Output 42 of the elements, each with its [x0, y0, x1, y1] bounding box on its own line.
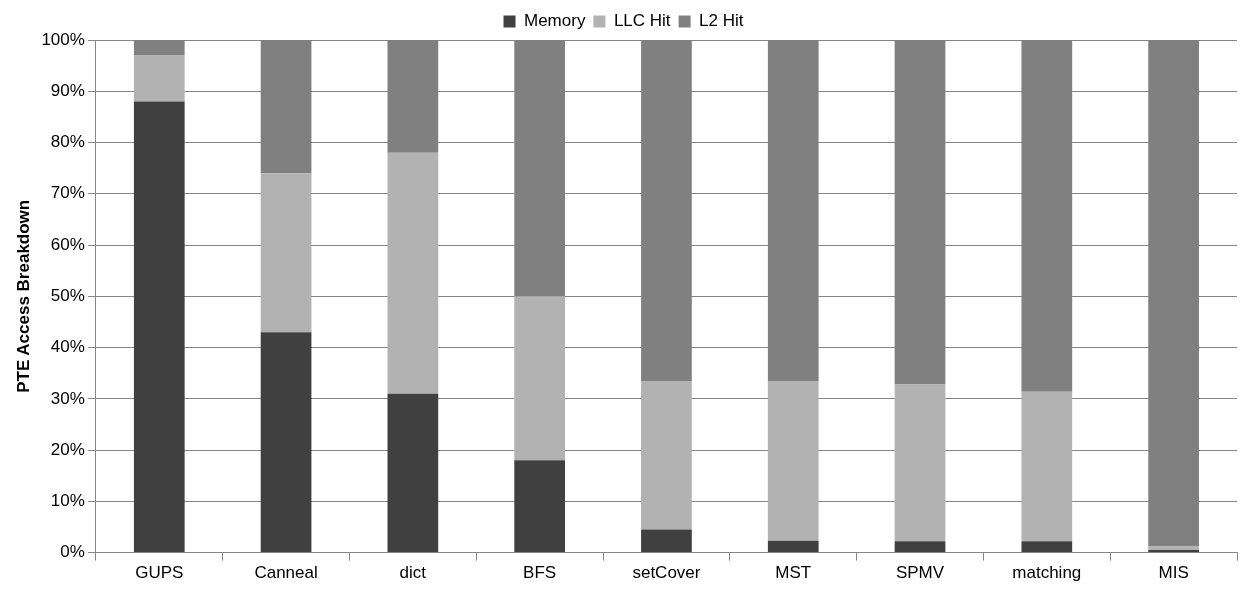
y-tick-label: 90%: [50, 80, 85, 100]
bar: [767, 540, 819, 553]
bar: [260, 173, 312, 333]
y-axis-title: PTE Access Breakdown: [13, 199, 33, 393]
bar: [894, 541, 946, 553]
y-tick-label: 100%: [41, 29, 85, 49]
bar: [767, 380, 819, 541]
x-tick-label: SPMV: [895, 563, 945, 583]
y-tick-label: 40%: [50, 337, 85, 357]
y-tick-label: 10%: [50, 491, 85, 511]
bar: [387, 152, 439, 394]
y-tick-label: 0%: [60, 542, 85, 562]
bar: [1148, 550, 1199, 553]
x-tick-label: MIS: [1158, 563, 1189, 583]
y-tick-label: 70%: [50, 183, 85, 203]
x-tick-label: matching: [1012, 563, 1082, 583]
bar: [514, 296, 566, 461]
x-tick-label: setCover: [632, 563, 701, 583]
bar: [260, 332, 312, 553]
x-tick-label: Canneal: [254, 563, 318, 583]
legend-label: Memory: [524, 11, 586, 31]
y-tick-label: 50%: [50, 285, 85, 305]
bar: [641, 380, 692, 530]
bar: [641, 529, 692, 553]
bar: [133, 55, 185, 102]
x-tick-label: dict: [399, 563, 427, 583]
y-tick-label: 30%: [50, 388, 85, 408]
x-tick-label: GUPS: [135, 563, 184, 583]
x-tick-label: BFS: [523, 563, 557, 583]
bar: [1021, 391, 1073, 542]
y-tick-label: 80%: [50, 132, 85, 152]
legend-label: LLC Hit: [613, 11, 671, 31]
bar: [1021, 541, 1073, 553]
y-tick-label: 20%: [50, 439, 85, 459]
bar: [387, 393, 439, 553]
x-tick-label: MST: [775, 563, 812, 583]
bar: [894, 384, 946, 542]
y-tick-label: 60%: [50, 234, 85, 254]
legend-label: L2 Hit: [699, 11, 744, 31]
bar: [133, 101, 185, 553]
bar: [514, 460, 566, 553]
bar: [1148, 546, 1199, 551]
